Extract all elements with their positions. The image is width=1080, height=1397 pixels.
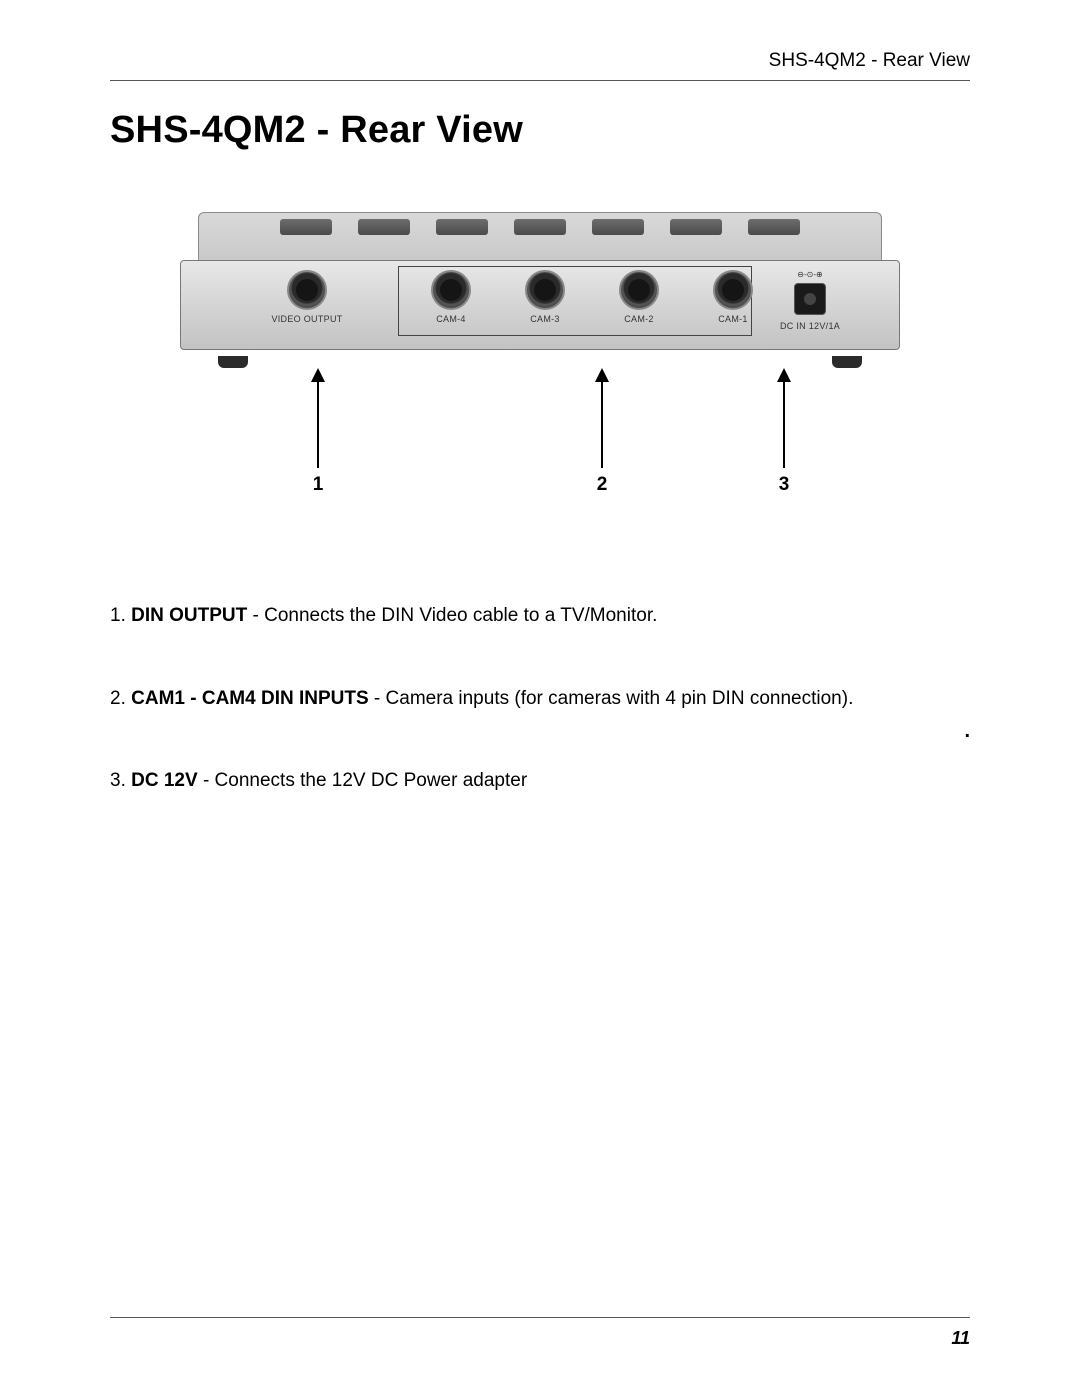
- top-button: [592, 219, 644, 235]
- list-item: 3. DC 12V - Connects the 12V DC Power ad…: [110, 769, 970, 794]
- list-item: 2. CAM1 - CAM4 DIN INPUTS - Camera input…: [110, 687, 970, 712]
- item-number: 3.: [110, 770, 126, 791]
- device-chassis: VIDEO OUTPUT CAM-4 CAM-3 CAM-2 CAM-1: [180, 212, 900, 362]
- stray-dot: .: [964, 720, 970, 743]
- port-label: CAM-2: [604, 314, 674, 324]
- item-term: DIN OUTPUT: [131, 605, 247, 626]
- top-button-row: [199, 219, 881, 235]
- callout: 3: [764, 368, 804, 496]
- cam2-port: CAM-2: [604, 270, 674, 324]
- item-number: 1.: [110, 605, 126, 626]
- din-connector-icon: [713, 270, 753, 310]
- page-number: 11: [951, 1328, 970, 1348]
- item-term: DC 12V: [131, 770, 198, 791]
- top-button: [436, 219, 488, 235]
- description-list: 1. DIN OUTPUT - Connects the DIN Video c…: [110, 604, 970, 794]
- item-number: 2.: [110, 688, 126, 709]
- page-title: SHS-4QM2 - Rear View: [110, 109, 970, 152]
- port-label: CAM-4: [416, 314, 486, 324]
- cam1-port: CAM-1: [698, 270, 768, 324]
- cam4-port: CAM-4: [416, 270, 486, 324]
- running-head: SHS-4QM2 - Rear View: [110, 50, 970, 81]
- top-button: [514, 219, 566, 235]
- top-button: [280, 219, 332, 235]
- arrow-up-icon: [311, 368, 325, 382]
- dc-polarity-icon: ⊖-⊙-⊕: [770, 270, 850, 279]
- port-row: VIDEO OUTPUT CAM-4 CAM-3 CAM-2 CAM-1: [180, 270, 900, 342]
- item-text: - Connects the DIN Video cable to a TV/M…: [247, 605, 657, 626]
- callout-number: 2: [582, 474, 622, 496]
- cam3-port: CAM-3: [510, 270, 580, 324]
- din-connector-icon: [287, 270, 327, 310]
- item-term: CAM1 - CAM4 DIN INPUTS: [131, 688, 369, 709]
- dc-power-port: ⊖-⊙-⊕ DC IN 12V/1A: [770, 270, 850, 331]
- callout: 1: [298, 368, 338, 496]
- video-output-port: VIDEO OUTPUT: [262, 270, 352, 324]
- page: SHS-4QM2 - Rear View SHS-4QM2 - Rear Vie…: [0, 0, 1080, 1397]
- callout-line: [317, 382, 319, 468]
- device-foot: [832, 356, 862, 368]
- callout-line: [601, 382, 603, 468]
- top-button: [670, 219, 722, 235]
- item-text: - Connects the 12V DC Power adapter: [198, 770, 528, 791]
- dc-jack-icon: [794, 283, 826, 315]
- device-foot: [218, 356, 248, 368]
- port-label: DC IN 12V/1A: [770, 321, 850, 331]
- port-label: CAM-1: [698, 314, 768, 324]
- arrow-up-icon: [595, 368, 609, 382]
- din-connector-icon: [619, 270, 659, 310]
- arrow-up-icon: [777, 368, 791, 382]
- callout: 2: [582, 368, 622, 496]
- callout-line: [783, 382, 785, 468]
- list-item: 1. DIN OUTPUT - Connects the DIN Video c…: [110, 604, 970, 629]
- item-text: - Camera inputs (for cameras with 4 pin …: [369, 688, 854, 709]
- top-button: [748, 219, 800, 235]
- callout-number: 3: [764, 474, 804, 496]
- page-footer: 11: [110, 1317, 970, 1349]
- port-label: CAM-3: [510, 314, 580, 324]
- callout-number: 1: [298, 474, 338, 496]
- din-connector-icon: [431, 270, 471, 310]
- rear-view-figure: VIDEO OUTPUT CAM-4 CAM-3 CAM-2 CAM-1: [180, 212, 900, 494]
- device-top-bevel: [198, 212, 882, 264]
- port-label: VIDEO OUTPUT: [262, 314, 352, 324]
- callout-row: 1 2 3: [180, 368, 900, 494]
- din-connector-icon: [525, 270, 565, 310]
- top-button: [358, 219, 410, 235]
